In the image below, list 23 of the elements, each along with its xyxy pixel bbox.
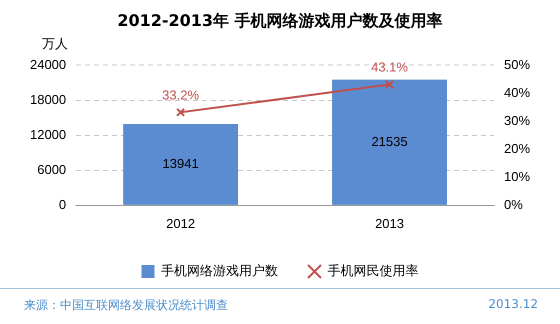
y-tick-label: 6000: [37, 162, 66, 177]
y2-tick-label: 50%: [504, 56, 530, 72]
text: 2013.12: [488, 297, 538, 311]
data-label: 33.2%: [162, 87, 200, 102]
x-tick-label: 2013: [375, 216, 404, 231]
y-axis-title: 万人: [42, 37, 68, 52]
y2-tick-label: 0%: [504, 196, 524, 212]
y2-tick-label: 10%: [504, 168, 530, 184]
legend-label: 手机网络游戏用户数: [161, 264, 278, 279]
y2-tick-label: 30%: [504, 112, 530, 128]
y-tick-label: 18000: [30, 92, 66, 107]
source-note: 来源：中国互联网络发展状况统计调查: [24, 297, 228, 314]
data-label: 21535: [371, 134, 408, 149]
legend-label: 手机网民使用率: [328, 262, 418, 279]
data-label: 43.1%: [371, 60, 408, 75]
y2-tick-label: 40%: [504, 84, 530, 100]
y-tick-label: 12000: [30, 126, 66, 142]
y-tick-label: 24000: [30, 56, 66, 72]
y-tick-label: 0: [58, 196, 66, 212]
data-label: 13941: [162, 156, 199, 172]
y2-tick-label: 20%: [504, 140, 530, 156]
x-tick-label: 2012: [166, 216, 196, 231]
chart-title: 2012-2013年 手机网络游戏用户数及使用率: [117, 10, 443, 30]
